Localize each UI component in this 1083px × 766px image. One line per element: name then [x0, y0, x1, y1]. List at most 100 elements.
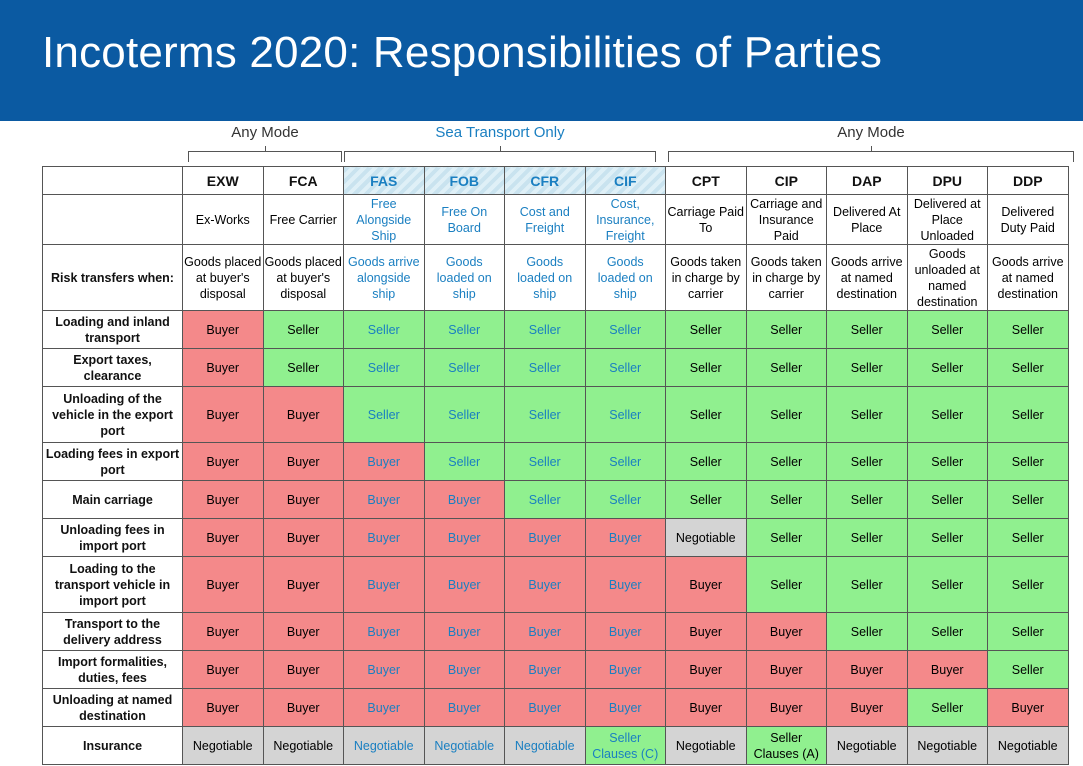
cell-seller: Seller	[665, 386, 747, 443]
term-name-cif: Cost, Insurance, Freight	[584, 194, 666, 245]
table-row: Loading and inland transport Buyer Seller S…	[42, 310, 1069, 349]
cell-buyer: Buyer	[343, 688, 425, 727]
cell-neg: Negotiable	[262, 726, 344, 765]
cell-seller: Seller Clauses (A)	[745, 726, 827, 765]
cell-seller: Seller	[826, 612, 908, 651]
cell-seller: Seller	[826, 310, 908, 349]
cell-seller: Seller	[906, 688, 988, 727]
cell-seller: Seller	[826, 442, 908, 481]
row-label: Loading and inland transport	[42, 310, 183, 349]
cell-seller: Seller	[584, 442, 666, 481]
cell-seller: Seller	[906, 442, 988, 481]
risk-cell-dap: Goods arrive at named destination	[826, 244, 908, 311]
cell-buyer: Buyer	[504, 556, 586, 613]
cell-seller: Seller	[987, 386, 1069, 443]
term-name-dpu: Delivered at Place Unloaded	[906, 194, 988, 245]
group-label: Any Mode	[231, 124, 299, 141]
incoterms-table: EXW FCA FAS FOB CFR CIF CPT CIP DAP DPU DDP Ex-Work…	[42, 166, 1069, 765]
cell-seller: Seller	[423, 310, 505, 349]
cell-buyer: Buyer	[182, 442, 264, 481]
cell-buyer: Buyer	[504, 612, 586, 651]
cell-seller: Seller	[665, 480, 747, 519]
term-name-cpt: Carriage Paid To	[665, 194, 747, 245]
cell-seller: Seller	[504, 310, 586, 349]
cell-seller: Seller	[745, 310, 827, 349]
term-code-fas: FAS	[343, 166, 425, 195]
title-bar: Incoterms 2020: Responsibilities of Part…	[0, 0, 1083, 121]
cell-buyer: Buyer	[987, 688, 1069, 727]
cell-neg: Negotiable	[343, 726, 425, 765]
cell-buyer: Buyer	[745, 612, 827, 651]
risk-cell-exw: Goods placed at buyer's disposal	[182, 244, 264, 311]
term-code-fob: FOB	[423, 166, 505, 195]
cell-buyer: Buyer	[262, 556, 344, 613]
cell-seller: Seller	[906, 480, 988, 519]
term-code-fca: FCA	[262, 166, 344, 195]
cell-buyer: Buyer	[423, 518, 505, 557]
cell-neg: Negotiable	[665, 518, 747, 557]
cell-buyer: Buyer	[262, 480, 344, 519]
cell-neg: Negotiable	[826, 726, 908, 765]
cell-buyer: Buyer	[584, 612, 666, 651]
cell-seller: Seller	[665, 442, 747, 481]
cell-buyer: Buyer	[906, 650, 988, 689]
cell-buyer: Buyer	[584, 518, 666, 557]
term-name-cip: Carriage and Insurance Paid	[745, 194, 827, 245]
cell-seller: Seller	[987, 612, 1069, 651]
table-row: Import formalities, duties, fees Buyer Buy…	[42, 650, 1069, 689]
risk-cell-cif: Goods loaded on ship	[584, 244, 666, 311]
cell-buyer: Buyer	[262, 386, 344, 443]
cell-seller: Seller	[262, 348, 344, 387]
cell-seller: Seller	[906, 348, 988, 387]
table-row: Transport to the delivery address Buyer Bu…	[42, 612, 1069, 651]
risk-cell-cip: Goods taken in charge by carrier	[745, 244, 827, 311]
cell-buyer: Buyer	[182, 348, 264, 387]
header-code-row: EXW FCA FAS FOB CFR CIF CPT CIP DAP DPU DDP	[42, 166, 1069, 195]
cell-buyer: Buyer	[182, 612, 264, 651]
cell-buyer: Buyer	[262, 650, 344, 689]
cell-neg: Negotiable	[423, 726, 505, 765]
cell-buyer: Buyer	[343, 612, 425, 651]
cell-buyer: Buyer	[584, 688, 666, 727]
cell-buyer: Buyer	[423, 480, 505, 519]
risk-row-label: Risk transfers when:	[42, 244, 183, 311]
risk-row: Risk transfers when: Goods placed at buye…	[42, 244, 1069, 311]
cell-buyer: Buyer	[343, 518, 425, 557]
cell-buyer: Buyer	[826, 688, 908, 727]
table-row: Loading fees in export port Buyer Buyer Buy…	[42, 442, 1069, 481]
table-row: Insurance Negotiable Negotiable Negotiable N…	[42, 726, 1069, 765]
cell-seller: Seller	[906, 518, 988, 557]
row-label: Unloading at named destination	[42, 688, 183, 727]
group-brace	[188, 146, 342, 162]
risk-cell-fob: Goods loaded on ship	[423, 244, 505, 311]
cell-seller: Seller	[826, 386, 908, 443]
cell-seller: Seller	[826, 556, 908, 613]
cell-seller: Seller	[343, 310, 425, 349]
cell-buyer: Buyer	[423, 612, 505, 651]
term-code-ddp: DDP	[987, 166, 1069, 195]
cell-buyer: Buyer	[504, 688, 586, 727]
cell-seller: Seller	[504, 348, 586, 387]
cell-buyer: Buyer	[182, 518, 264, 557]
cell-seller: Seller	[504, 480, 586, 519]
cell-buyer: Buyer	[584, 650, 666, 689]
risk-cell-ddp: Goods arrive at named destination	[987, 244, 1069, 311]
cell-buyer: Buyer	[665, 556, 747, 613]
term-name-dap: Delivered At Place	[826, 194, 908, 245]
row-label: Import formalities, duties, fees	[42, 650, 183, 689]
cell-seller: Seller	[343, 386, 425, 443]
cell-seller: Seller	[987, 480, 1069, 519]
group-brace	[668, 146, 1074, 162]
row-label: Loading to the transport vehicle in impo…	[42, 556, 183, 613]
cell-buyer: Buyer	[745, 688, 827, 727]
cell-seller: Seller	[262, 310, 344, 349]
risk-cell-dpu: Goods unloaded at named destination	[906, 244, 988, 311]
cell-buyer: Buyer	[826, 650, 908, 689]
term-code-dpu: DPU	[906, 166, 988, 195]
cell-seller: Seller	[906, 556, 988, 613]
cell-seller: Seller	[584, 348, 666, 387]
corner-cell	[42, 166, 183, 195]
term-code-cpt: CPT	[665, 166, 747, 195]
term-name-fas: Free Alongside Ship	[343, 194, 425, 245]
cell-seller: Seller	[423, 442, 505, 481]
